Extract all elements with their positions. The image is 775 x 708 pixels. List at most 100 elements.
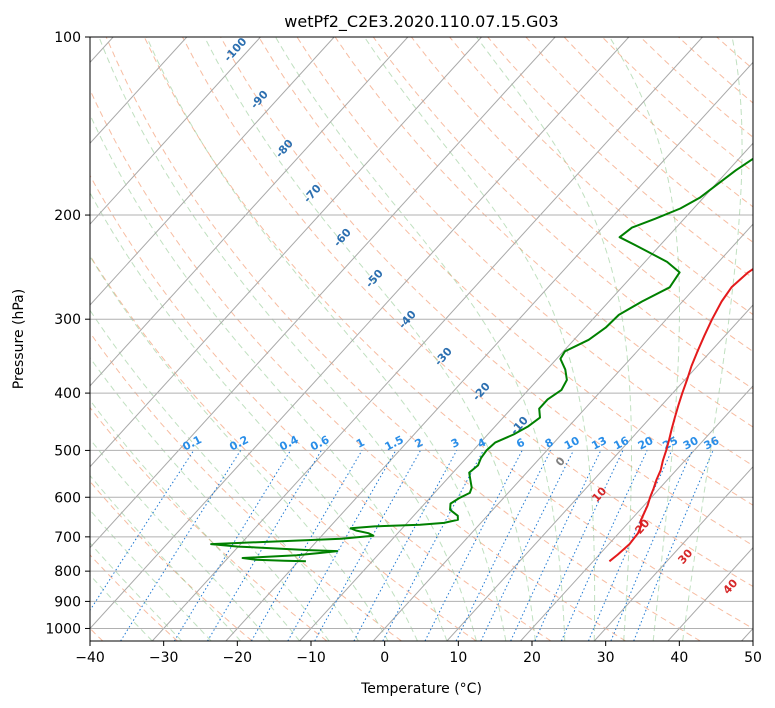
isotherm <box>90 37 188 145</box>
y-tick: 800 <box>54 564 90 580</box>
y-tick: 200 <box>54 208 90 224</box>
dry-adiabat <box>143 37 753 630</box>
moist-adiabat <box>90 309 359 641</box>
isotherm <box>520 385 753 641</box>
mixing-ratio-line <box>287 450 397 641</box>
x-tick-label: 50 <box>744 650 762 666</box>
isotherm <box>90 37 335 306</box>
x-tick: 50 <box>744 641 762 666</box>
isotherm <box>90 37 630 630</box>
isotherm <box>90 37 556 549</box>
dry-adiabat <box>90 254 477 641</box>
y-tick: 700 <box>54 530 90 546</box>
x-tick: 10 <box>449 641 467 666</box>
x-tick: 40 <box>670 641 688 666</box>
dry-adiabat <box>182 37 753 588</box>
moist-adiabat <box>476 37 632 641</box>
mixing-ratio-line <box>314 450 421 641</box>
moist-adiabat <box>363 37 596 641</box>
x-tick: −30 <box>149 641 179 666</box>
y-tick-label: 500 <box>54 443 81 459</box>
y-tick: 500 <box>54 443 90 459</box>
y-tick: 100 <box>54 30 90 46</box>
y-tick-label: 100 <box>54 30 81 46</box>
mixing-ratio-lines <box>90 450 714 641</box>
x-tick-label: −30 <box>149 650 179 666</box>
x-tick-label: 0 <box>380 650 389 666</box>
y-tick: 400 <box>54 386 90 402</box>
moist-adiabat <box>98 37 477 641</box>
mixing-ratio-label: 25 <box>660 434 680 453</box>
y-tick-label: 1000 <box>45 621 81 637</box>
mixing-ratio-label: 20 <box>636 434 656 453</box>
profile-line-0 <box>608 267 753 563</box>
y-tick: 300 <box>54 312 90 328</box>
moist-adiabat <box>90 255 389 641</box>
x-tick: 30 <box>597 641 615 666</box>
x-tick: −20 <box>223 641 252 666</box>
isotherm <box>151 37 703 641</box>
isotherm <box>299 142 753 641</box>
y-tick: 600 <box>54 490 90 506</box>
dry-adiabat <box>105 37 701 641</box>
dry-adiabat <box>90 88 626 641</box>
y-tick-label: 200 <box>54 208 81 224</box>
x-tick-label: 40 <box>670 650 688 666</box>
mixing-ratio-line <box>610 450 693 641</box>
dry-adiabat <box>90 554 178 641</box>
y-tick-label: 800 <box>54 564 81 580</box>
moist-adiabat <box>275 37 566 641</box>
y-tick-label: 300 <box>54 312 81 328</box>
isotherm <box>90 37 261 225</box>
isotherm <box>372 223 753 641</box>
y-tick-label: 600 <box>54 490 81 506</box>
profile-line-1 <box>210 157 753 563</box>
x-tick-label: 10 <box>449 650 467 666</box>
x-tick: −10 <box>296 641 326 666</box>
dry-adiabat <box>90 480 253 641</box>
mixing-ratio-line <box>424 450 523 641</box>
y-axis-ticks: 100 200 300 400 500 600 700 800 900 1000 <box>45 30 90 637</box>
mixing-ratio-label: 13 <box>589 434 609 453</box>
moist-adiabat <box>682 37 743 641</box>
y-tick: 900 <box>54 594 90 610</box>
y-tick: 1000 <box>45 621 90 637</box>
mixing-ratio-label: 16 <box>612 434 632 453</box>
x-tick: −40 <box>75 641 105 666</box>
moist-adiabat <box>204 37 536 641</box>
y-tick-label: 700 <box>54 530 81 546</box>
x-tick-label: −10 <box>296 650 326 666</box>
mixing-ratio-label: 30 <box>681 434 701 453</box>
mixing-ratio-label: 36 <box>702 434 722 453</box>
mixing-ratio-line <box>173 450 292 641</box>
isotherm <box>593 465 753 641</box>
isobar-gridlines <box>90 37 753 629</box>
y-tick-label: 900 <box>54 594 81 610</box>
mixing-ratio-line <box>560 450 648 641</box>
dry-adiabat <box>90 174 552 641</box>
moist-adiabat <box>609 37 680 641</box>
x-tick: 0 <box>380 641 389 666</box>
plot-frame <box>89 36 754 642</box>
profile-series <box>210 157 753 563</box>
x-tick-label: −40 <box>75 650 105 666</box>
plot-area: -100-90-80-70-60-50-40-30-20-10010203040… <box>90 37 753 641</box>
moist-adiabats <box>90 37 743 641</box>
x-tick: 20 <box>523 641 541 666</box>
mixing-ratio-line <box>90 450 195 612</box>
dry-adiabat <box>296 37 753 467</box>
x-tick-label: 30 <box>597 650 615 666</box>
chart-title: wetPf2_C2E3.2020.110.07.15.G03 <box>284 12 558 32</box>
mixing-ratio-line <box>455 450 552 641</box>
mixing-ratio-line <box>353 450 458 641</box>
isotherm <box>446 304 753 641</box>
x-axis-ticks: −40 −30 −20 −10 0 10 20 30 40 50 <box>75 641 762 666</box>
isotherm <box>90 37 409 387</box>
dry-adiabat <box>258 37 753 506</box>
moist-adiabat <box>90 356 330 641</box>
dry-adiabat <box>334 37 753 428</box>
moist-adiabat <box>90 113 448 641</box>
moist-adiabat <box>90 191 418 641</box>
x-axis-label: Temperature (°C) <box>360 681 482 697</box>
